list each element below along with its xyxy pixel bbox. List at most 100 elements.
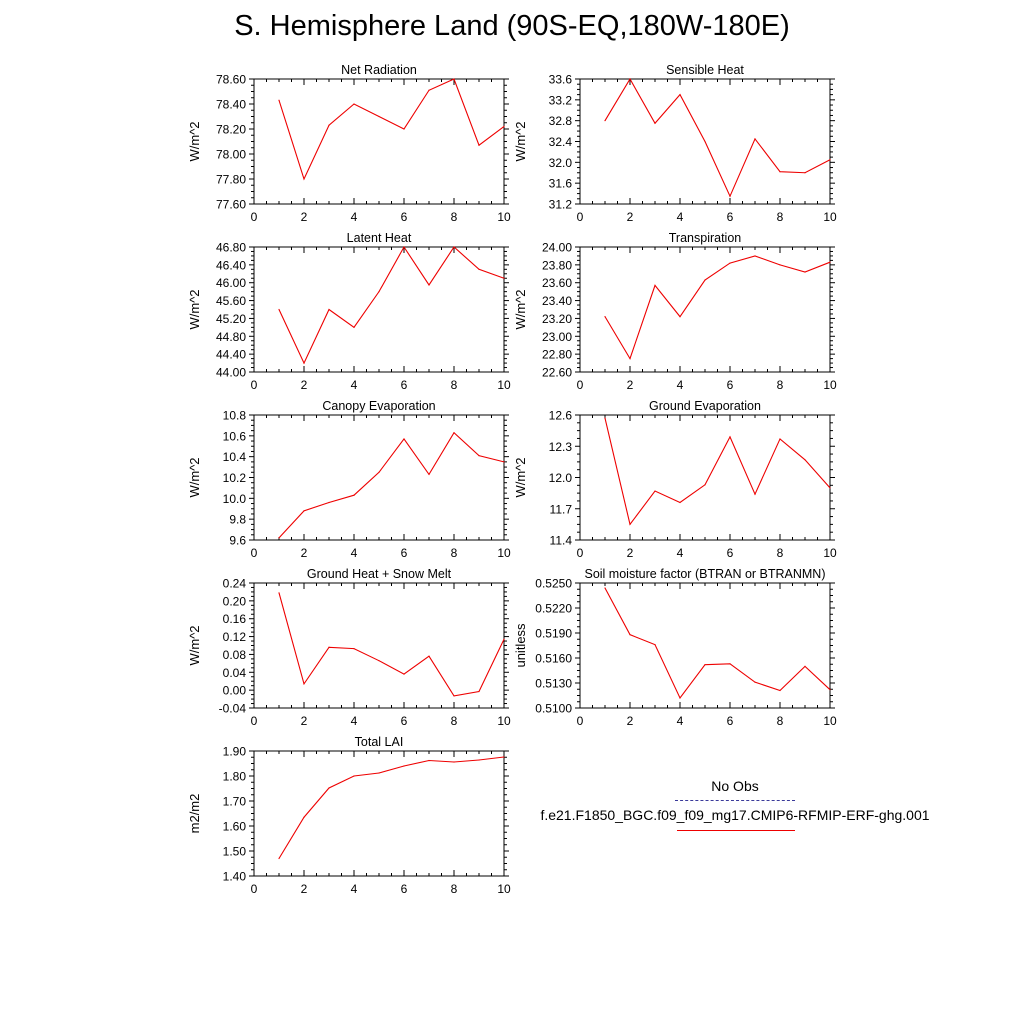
y-tick-label: 11.4 (550, 534, 573, 548)
data-point (629, 523, 631, 525)
y-tick-label: 45.60 (216, 294, 246, 308)
data-point (729, 663, 731, 665)
x-tick-label: 0 (577, 714, 584, 728)
data-point (453, 695, 455, 697)
data-point (804, 459, 806, 461)
data-point (303, 816, 305, 818)
x-tick-label: 4 (677, 546, 684, 560)
x-tick-label: 10 (497, 210, 511, 224)
y-tick-label: 77.80 (216, 173, 246, 187)
series-line (604, 255, 831, 360)
data-point (328, 124, 330, 126)
plot-frame (253, 78, 505, 205)
data-point (328, 787, 330, 789)
x-tick-label: 8 (451, 546, 458, 560)
data-point (403, 128, 405, 130)
x-tick-label: 8 (451, 210, 458, 224)
data-point (428, 759, 430, 762)
chart-panel: Total LAI m2/m2 0 2 4 6 8 10 1.40 1.50 1.60 1.70 1.8… (187, 735, 511, 896)
y-axis-label: W/m^2 (187, 625, 202, 665)
plot-frame (579, 414, 831, 541)
x-tick-label: 8 (777, 714, 784, 728)
data-point (428, 473, 430, 475)
x-tick-label: 6 (727, 546, 734, 560)
data-point (428, 284, 430, 286)
legend-obs-label: No Obs (711, 778, 759, 794)
data-point (328, 308, 330, 311)
data-point (353, 326, 355, 328)
data-point (403, 438, 405, 440)
y-tick-label: 0.20 (223, 594, 247, 608)
x-tick-label: 4 (677, 210, 684, 224)
x-tick-label: 8 (451, 882, 458, 896)
data-point (779, 438, 781, 440)
x-tick-label: 8 (777, 546, 784, 560)
y-tick-label: 32.8 (549, 114, 573, 128)
y-axis-label: W/m^2 (513, 289, 528, 329)
chart-panel: Canopy Evaporation W/m^2 0 2 4 6 8 10 9.6 9.8 10.0… (187, 399, 511, 560)
data-point (654, 644, 656, 646)
data-point (278, 537, 280, 539)
x-tick-label: 4 (351, 378, 358, 392)
chart-panel: Net Radiation W/m^2 0 2 4 6 8 10 77.60 77.80 78.00… (187, 63, 511, 224)
y-tick-label: 0.16 (223, 612, 247, 626)
chart-panel: Ground Heat + Snow Melt W/m^2 0 2 4 6 8 10 -0.04… (187, 567, 511, 728)
y-axis-label: unitless (513, 623, 528, 668)
data-point (403, 673, 405, 675)
x-tick-label: 0 (577, 546, 584, 560)
y-tick-label: 10.2 (223, 471, 247, 485)
data-point (478, 759, 480, 761)
data-point (604, 417, 606, 419)
y-tick-label: 9.6 (229, 534, 246, 548)
data-point (428, 89, 430, 91)
data-point (679, 316, 681, 318)
data-point (704, 140, 706, 143)
data-point (604, 120, 606, 122)
x-tick-label: 4 (351, 714, 358, 728)
plot-frame (253, 582, 505, 709)
data-point (804, 271, 806, 273)
data-point (478, 268, 480, 270)
data-point (629, 358, 631, 360)
x-tick-label: 0 (577, 378, 584, 392)
data-point (754, 493, 756, 495)
x-tick-label: 6 (727, 378, 734, 392)
data-point (403, 246, 405, 248)
data-point (328, 501, 330, 504)
x-tick-label: 0 (251, 546, 258, 560)
chart-title: Ground Heat + Snow Melt (307, 567, 452, 581)
y-axis-label: W/m^2 (513, 121, 528, 161)
y-tick-label: 31.2 (549, 198, 573, 212)
chart-title: Sensible Heat (666, 63, 744, 77)
y-axis-label: W/m^2 (187, 121, 202, 161)
x-tick-label: 2 (301, 210, 308, 224)
x-tick-label: 10 (823, 714, 837, 728)
x-tick-label: 2 (301, 546, 308, 560)
data-point (779, 689, 781, 692)
y-tick-label: 0.5100 (535, 702, 572, 716)
chart-panel: Soil moisture factor (BTRAN or BTRANMN) u… (513, 567, 837, 728)
plot-frame (253, 246, 505, 373)
y-tick-label: 78.20 (216, 123, 246, 137)
x-tick-label: 6 (401, 378, 408, 392)
y-tick-label: 44.00 (216, 366, 246, 380)
x-tick-label: 4 (677, 378, 684, 392)
chart-title: Latent Heat (347, 231, 412, 245)
x-tick-label: 2 (627, 714, 634, 728)
y-tick-label: 31.6 (549, 177, 573, 191)
y-tick-label: 46.00 (216, 276, 246, 290)
data-point (503, 638, 505, 640)
chart-panel: Transpiration W/m^2 0 2 4 6 8 10 22.60 22.80 23.00… (513, 231, 837, 392)
x-tick-label: 10 (497, 546, 511, 560)
data-point (804, 172, 806, 174)
data-point (428, 655, 430, 657)
chart-title: Soil moisture factor (BTRAN or BTRANMN) (584, 567, 825, 581)
series-line (278, 592, 505, 697)
y-tick-label: 78.00 (216, 148, 246, 162)
data-point (604, 316, 606, 318)
x-tick-label: 10 (497, 714, 511, 728)
chart-panel: Latent Heat W/m^2 0 2 4 6 8 10 44.00 44.40 44.80 45… (187, 231, 511, 392)
data-point (503, 756, 505, 758)
data-point (629, 634, 631, 636)
chart-title: Ground Evaporation (649, 399, 761, 413)
